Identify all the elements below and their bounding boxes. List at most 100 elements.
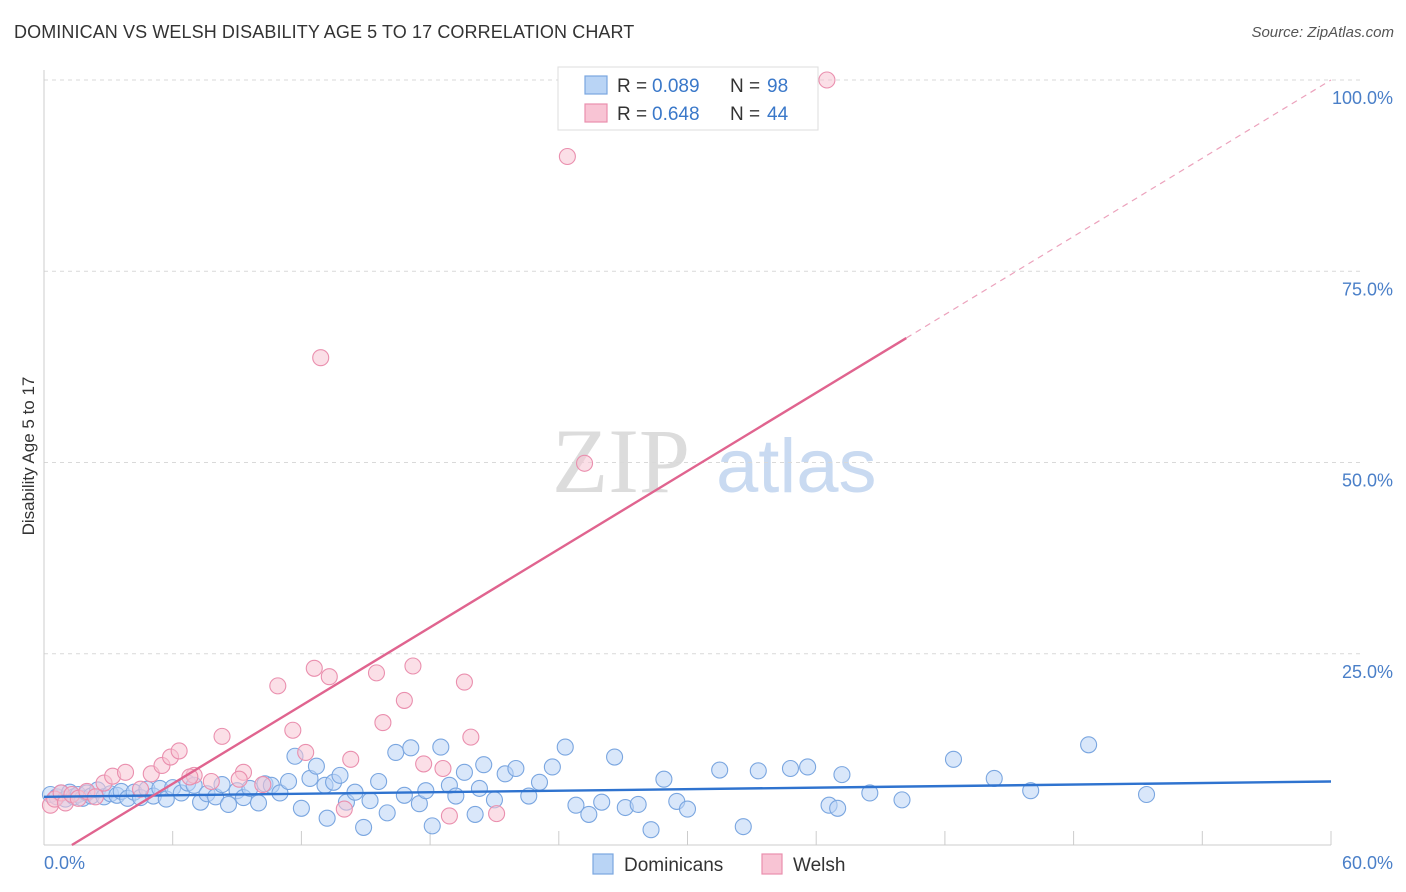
dominican-point <box>655 770 673 788</box>
welsh-point <box>342 750 360 768</box>
welsh-point <box>213 727 231 745</box>
correlation-legend: R = 0.089 N = 98 R = 0.648 N = 44 <box>557 66 819 131</box>
welsh-point <box>312 349 330 367</box>
dominican-point <box>1080 736 1098 754</box>
y-tick-label: 50.0% <box>1342 471 1393 491</box>
dominican-point <box>417 782 435 800</box>
dominican-point <box>395 786 413 804</box>
chart-title: DOMINICAN VS WELSH DISABILITY AGE 5 TO 1… <box>14 22 635 42</box>
welsh-point <box>202 772 220 791</box>
watermark: ZIP atlas <box>552 410 877 512</box>
dominicans-trend-line <box>43 780 1332 799</box>
dominican-point <box>387 743 405 761</box>
x-tick-label-min: 0.0% <box>44 853 85 873</box>
dominican-point <box>1137 785 1156 804</box>
dominican-point <box>447 787 465 805</box>
bottom-legend-swatch-dominicans <box>592 853 614 875</box>
legend-r-value-welsh: 0.648 <box>652 104 700 125</box>
dominican-point <box>292 799 310 817</box>
welsh-point <box>320 668 338 686</box>
welsh-point <box>415 755 433 773</box>
welsh-point <box>335 800 353 818</box>
bottom-legend-label-welsh: Welsh <box>793 855 845 876</box>
dominican-point <box>567 796 585 814</box>
dominican-point <box>355 818 373 836</box>
welsh-point <box>254 776 272 794</box>
y-tick-label: 100.0% <box>1332 88 1393 108</box>
trend-lines <box>43 79 1332 847</box>
legend-n-value-dominicans: 98 <box>767 76 788 97</box>
dominican-point <box>432 738 450 756</box>
dominican-point <box>402 739 420 757</box>
dominican-point <box>833 766 851 784</box>
welsh-point <box>374 714 392 732</box>
dominican-point <box>370 772 388 791</box>
dominican-point <box>455 763 473 781</box>
legend-n-value-welsh: 44 <box>767 104 789 125</box>
grid <box>44 79 1361 655</box>
welsh-point <box>269 677 287 695</box>
y-tick-label: 25.0% <box>1342 662 1393 682</box>
welsh-point <box>297 743 315 761</box>
legend-r-label-welsh: R = <box>617 104 647 125</box>
legend-n-label-dominicans: N = <box>730 76 760 97</box>
dominican-point <box>378 804 396 822</box>
dominican-point <box>734 818 752 836</box>
dominican-point <box>1022 782 1040 800</box>
welsh-point <box>116 763 135 781</box>
dominican-point <box>507 759 525 778</box>
dominican-point <box>985 769 1003 787</box>
dominican-point <box>279 772 298 791</box>
welsh-point <box>395 691 413 709</box>
legend-n-label-welsh: N = <box>730 104 760 125</box>
dominican-point <box>556 738 574 756</box>
legend-r-value-dominicans: 0.089 <box>652 76 700 97</box>
source-label: Source: ZipAtlas.com <box>1251 24 1394 41</box>
dominican-point <box>606 748 624 766</box>
y-tick-label: 75.0% <box>1342 279 1393 299</box>
dominican-point <box>423 817 441 835</box>
dominican-point <box>543 758 561 776</box>
dominican-point <box>470 779 488 797</box>
welsh-point <box>462 728 480 746</box>
dominican-point <box>318 809 336 827</box>
watermark-atlas: atlas <box>716 424 877 509</box>
dominican-point <box>799 758 817 776</box>
dominican-point <box>475 756 493 774</box>
bottom-legend-swatch-welsh <box>761 853 783 875</box>
dominican-point <box>749 762 767 780</box>
legend-r-label-dominicans: R = <box>617 76 647 97</box>
dominican-point <box>642 821 660 839</box>
welsh-point <box>131 780 150 798</box>
dominican-point <box>530 773 549 791</box>
welsh-trend-line-extension <box>905 79 1332 339</box>
dominican-point <box>331 766 349 784</box>
bottom-legend-label-dominicans: Dominicans <box>624 855 723 876</box>
dominican-point <box>249 794 268 812</box>
watermark-zip: ZIP <box>552 410 690 512</box>
welsh-point <box>440 807 458 825</box>
series-legend: Dominicans Welsh <box>592 853 845 876</box>
x-tick-label-max: 60.0% <box>1342 853 1393 873</box>
y-tick-labels: 25.0% 50.0% 75.0% 100.0% <box>1332 88 1393 682</box>
dominican-point <box>307 757 325 775</box>
dominican-point <box>893 791 911 809</box>
welsh-point <box>305 659 323 677</box>
legend-swatch-dominicans <box>584 75 608 95</box>
welsh-point <box>558 147 576 166</box>
dominican-point <box>593 793 611 811</box>
dominican-point <box>861 784 879 802</box>
welsh-trend-line <box>71 337 907 847</box>
dominican-point <box>219 795 238 814</box>
dominican-point <box>944 750 963 768</box>
welsh-point <box>230 770 248 788</box>
dominican-point <box>678 800 697 818</box>
welsh-point <box>488 805 506 823</box>
welsh-point <box>170 742 188 760</box>
dominican-point <box>829 799 847 817</box>
x-tick-marks <box>43 831 1332 845</box>
dominican-point <box>629 795 647 814</box>
welsh-point <box>284 721 302 739</box>
y-axis-label: Disability Age 5 to 17 <box>19 377 38 536</box>
